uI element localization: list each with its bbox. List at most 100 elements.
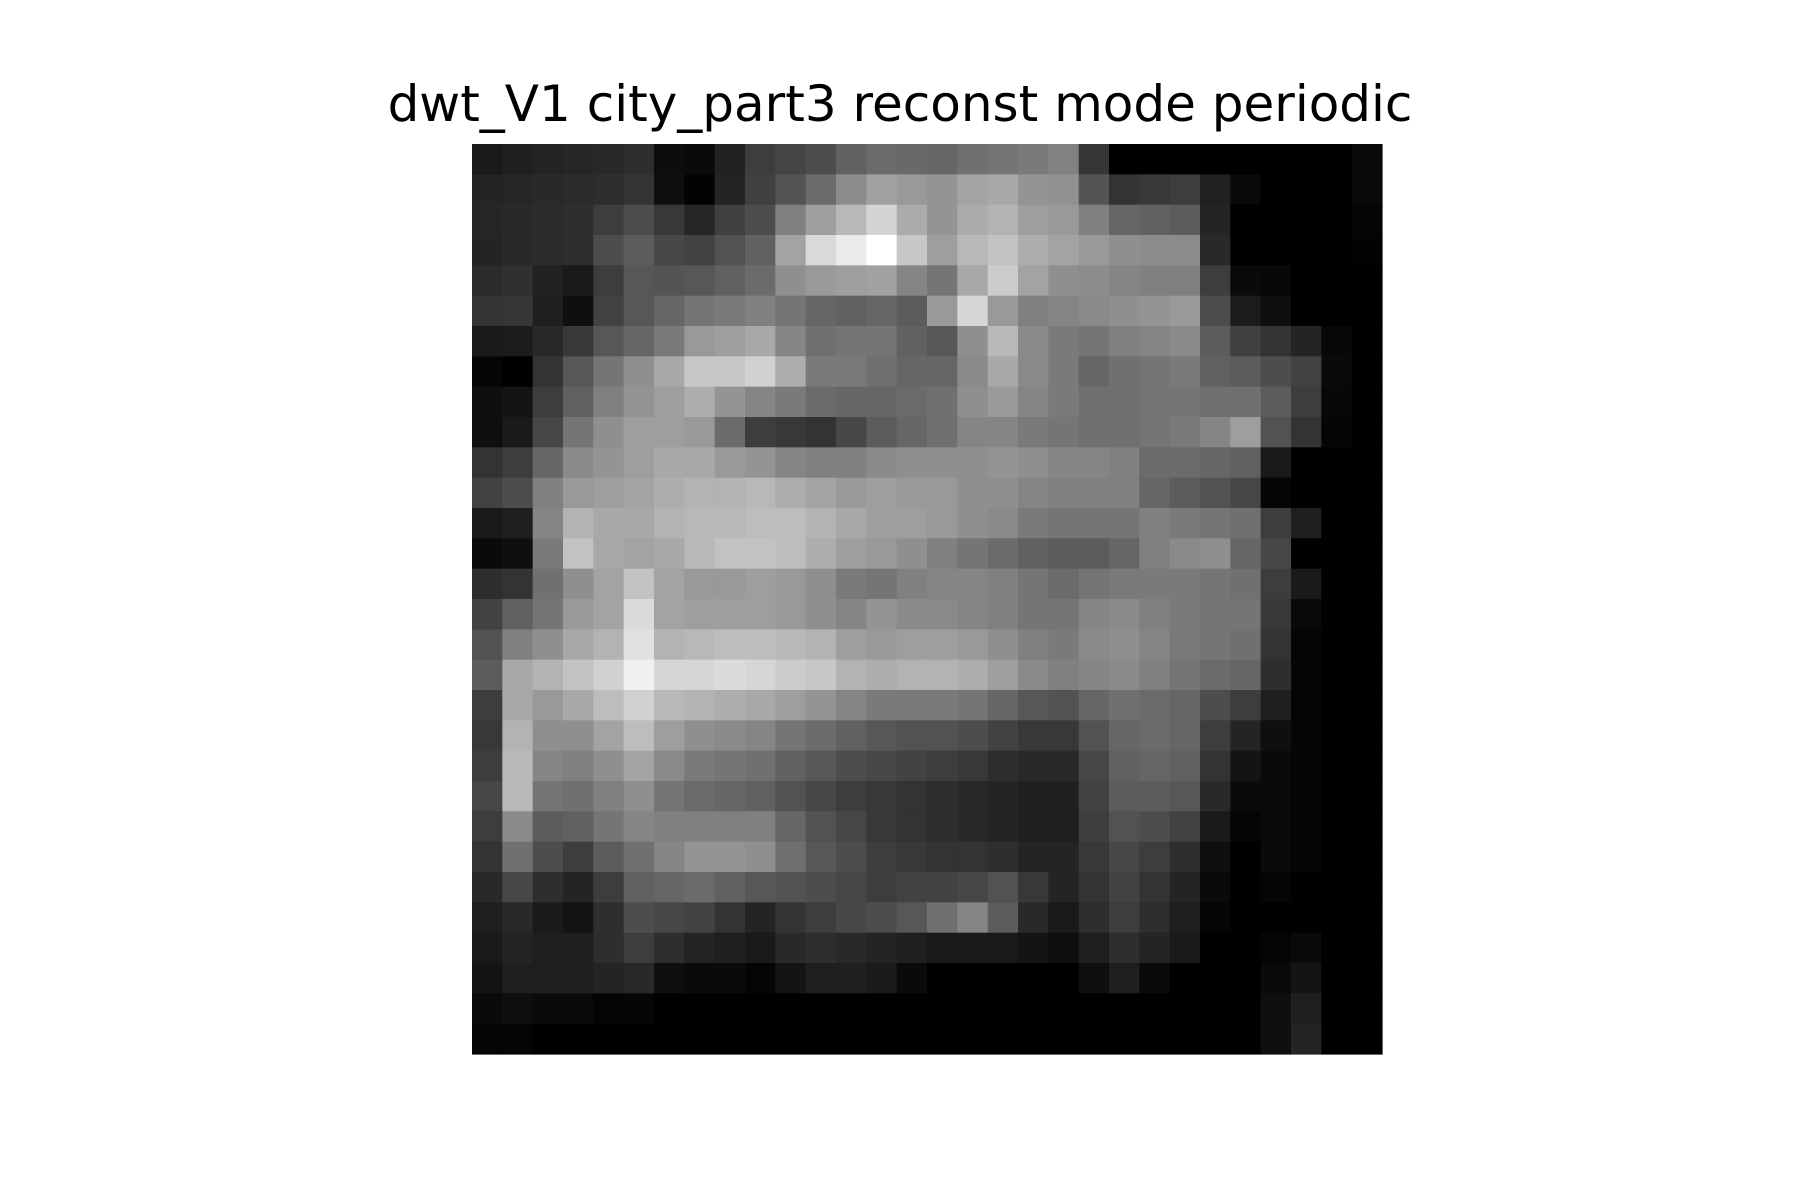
heatmap-cell-r28-c23	[1169, 993, 1201, 1025]
heatmap-cell-r9-c17	[987, 417, 1019, 448]
heatmap-cell-r28-c26	[1260, 993, 1292, 1025]
heatmap-cell-r4-c15	[927, 265, 958, 297]
heatmap-cell-r16-c7	[684, 629, 716, 661]
heatmap-cell-r13-c5	[623, 538, 655, 570]
heatmap-cell-r8-c17	[987, 386, 1019, 418]
heatmap-cell-r16-c5	[623, 629, 655, 661]
heatmap-cell-r25-c20	[1078, 902, 1110, 934]
heatmap-cell-r22-c24	[1200, 811, 1231, 843]
heatmap-cell-r19-c17	[987, 720, 1019, 752]
heatmap-cell-r18-c3	[563, 690, 594, 721]
heatmap-cell-r26-c9	[745, 932, 776, 964]
heatmap-cell-r11-c9	[745, 477, 776, 509]
heatmap-cell-r27-c2	[532, 963, 564, 994]
heatmap-cell-r7-c11	[805, 356, 837, 388]
heatmap-cell-r29-c16	[957, 1023, 989, 1055]
heatmap-cell-r29-c11	[805, 1023, 837, 1055]
heatmap-cell-r29-c7	[684, 1023, 716, 1055]
heatmap-cell-r20-c18	[1018, 750, 1049, 782]
heatmap-cell-r23-c20	[1078, 841, 1110, 873]
heatmap-cell-r24-c20	[1078, 872, 1110, 903]
heatmap-cell-r27-c26	[1260, 963, 1292, 994]
heatmap-cell-r19-c15	[927, 720, 958, 752]
heatmap-cell-r3-c8	[714, 235, 746, 266]
heatmap-cell-r6-c20	[1078, 326, 1110, 357]
heatmap-cell-r3-c19	[1048, 235, 1080, 266]
heatmap-cell-r14-c22	[1139, 568, 1171, 600]
heatmap-cell-r0-c0	[472, 144, 503, 175]
heatmap-cell-r11-c26	[1260, 477, 1292, 509]
heatmap-cell-r21-c24	[1200, 781, 1231, 812]
heatmap-cell-r15-c14	[896, 599, 928, 630]
heatmap-cell-r23-c10	[775, 841, 807, 873]
heatmap-cell-r18-c1	[502, 690, 534, 721]
heatmap-cell-r9-c19	[1048, 417, 1080, 448]
heatmap-cell-r12-c23	[1169, 508, 1201, 539]
heatmap-cell-r23-c18	[1018, 841, 1049, 873]
heatmap-cell-r27-c15	[927, 963, 958, 994]
heatmap-cell-r21-c29	[1351, 781, 1383, 812]
heatmap-cell-r6-c8	[714, 326, 746, 357]
heatmap-cell-r12-c14	[896, 508, 928, 539]
heatmap-cell-r28-c3	[563, 993, 594, 1025]
heatmap-cell-r11-c23	[1169, 477, 1201, 509]
heatmap-cell-r0-c19	[1048, 144, 1080, 175]
heatmap-cell-r18-c4	[593, 690, 625, 721]
heatmap-cell-r28-c1	[502, 993, 534, 1025]
heatmap-cell-r19-c7	[684, 720, 716, 752]
heatmap-cell-r12-c24	[1200, 508, 1231, 539]
heatmap-cell-r19-c18	[1018, 720, 1049, 752]
heatmap-cell-r12-c28	[1321, 508, 1353, 539]
heatmap-cell-r10-c4	[593, 447, 625, 479]
heatmap-cell-r5-c0	[472, 295, 503, 327]
heatmap-cell-r8-c6	[654, 386, 685, 418]
heatmap-cell-r27-c8	[714, 963, 746, 994]
heatmap-cell-r29-c0	[472, 1023, 503, 1055]
heatmap-cell-r3-c27	[1291, 235, 1322, 266]
heatmap-cell-r20-c1	[502, 750, 534, 782]
heatmap-cell-r21-c12	[836, 781, 867, 812]
heatmap-cell-r21-c28	[1321, 781, 1353, 812]
heatmap-cell-r4-c12	[836, 265, 867, 297]
heatmap-cell-r29-c23	[1169, 1023, 1201, 1055]
heatmap-cell-r7-c24	[1200, 356, 1231, 388]
heatmap-cell-r11-c6	[654, 477, 685, 509]
heatmap-cell-r8-c8	[714, 386, 746, 418]
heatmap-cell-r26-c25	[1230, 932, 1262, 964]
heatmap-cell-r0-c17	[987, 144, 1019, 175]
heatmap-cell-r4-c29	[1351, 265, 1383, 297]
heatmap-cell-r3-c29	[1351, 235, 1383, 266]
heatmap-cell-r19-c24	[1200, 720, 1231, 752]
heatmap-cell-r19-c5	[623, 720, 655, 752]
heatmap-cell-r22-c26	[1260, 811, 1292, 843]
heatmap-cell-r2-c20	[1078, 204, 1110, 236]
heatmap-cells	[472, 144, 1383, 1055]
heatmap-cell-r2-c4	[593, 204, 625, 236]
heatmap-cell-r26-c29	[1351, 932, 1383, 964]
heatmap-cell-r6-c6	[654, 326, 685, 357]
heatmap-cell-r27-c17	[987, 963, 1019, 994]
heatmap-cell-r9-c14	[896, 417, 928, 448]
heatmap-cell-r22-c11	[805, 811, 837, 843]
heatmap-cell-r24-c6	[654, 872, 685, 903]
heatmap-cell-r20-c20	[1078, 750, 1110, 782]
heatmap-cell-r23-c5	[623, 841, 655, 873]
heatmap-cell-r12-c10	[775, 508, 807, 539]
heatmap-cell-r12-c2	[532, 508, 564, 539]
heatmap-cell-r22-c17	[987, 811, 1019, 843]
heatmap-cell-r18-c12	[836, 690, 867, 721]
heatmap-cell-r1-c8	[714, 174, 746, 206]
heatmap-cell-r7-c23	[1169, 356, 1201, 388]
heatmap-cell-r21-c26	[1260, 781, 1292, 812]
heatmap-cell-r3-c2	[532, 235, 564, 266]
heatmap-cell-r12-c18	[1018, 508, 1049, 539]
heatmap-cell-r7-c9	[745, 356, 776, 388]
heatmap-cell-r1-c13	[866, 174, 898, 206]
heatmap-cell-r3-c12	[836, 235, 867, 266]
heatmap-cell-r2-c11	[805, 204, 837, 236]
heatmap-cell-r28-c5	[623, 993, 655, 1025]
heatmap-cell-r2-c5	[623, 204, 655, 236]
heatmap-cell-r6-c2	[532, 326, 564, 357]
heatmap-cell-r5-c18	[1018, 295, 1049, 327]
heatmap-cell-r10-c0	[472, 447, 503, 479]
